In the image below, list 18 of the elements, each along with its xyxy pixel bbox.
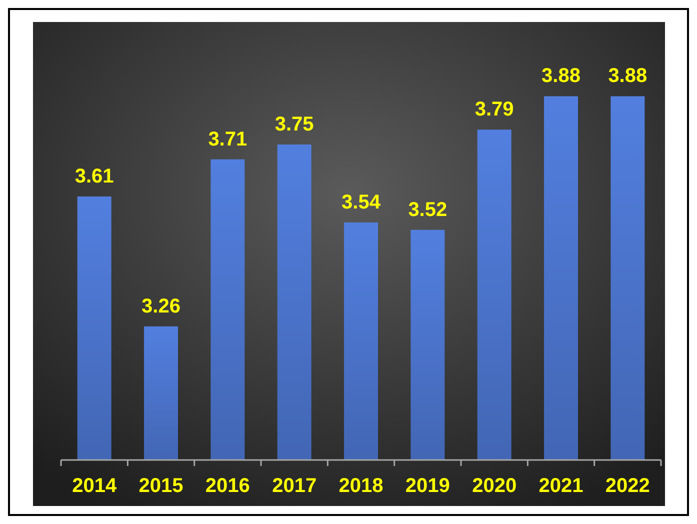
data-label: 3.52 (408, 198, 448, 221)
x-tick-label: 2014 (72, 475, 118, 497)
data-label: 3.61 (74, 165, 114, 188)
data-label: 3.71 (208, 128, 248, 150)
x-tick-label: 2017 (272, 475, 317, 497)
data-label: 3.79 (474, 98, 514, 121)
x-tick-label: 2022 (605, 475, 650, 497)
x-tick-label: 2016 (205, 475, 250, 497)
x-tick-label: 2020 (472, 475, 517, 497)
x-tick-label: 2021 (538, 475, 584, 497)
data-label: 3.26 (142, 295, 180, 318)
data-label: 3.54 (342, 191, 382, 214)
data-label: 3.88 (542, 65, 580, 88)
x-tick-label: 2018 (338, 475, 384, 497)
x-tick-label: 2019 (405, 475, 450, 497)
data-label: 3.88 (608, 65, 648, 88)
x-tick-label: 2015 (138, 475, 184, 497)
data-label: 3.75 (274, 113, 314, 136)
